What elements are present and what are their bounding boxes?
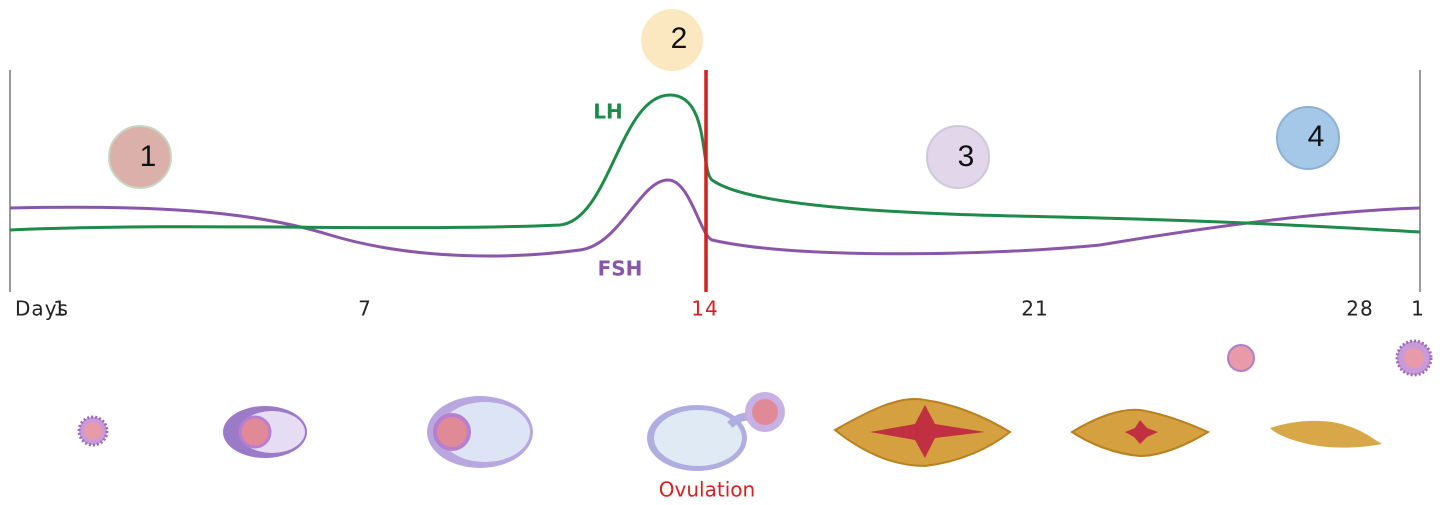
day-tick: 14	[691, 297, 718, 321]
follicle-stages	[79, 341, 1431, 471]
diagram: LH FSH 1 2 3 4 Days 1 7 14 21 28 1 Ovula…	[0, 0, 1445, 505]
day-tick: 1	[53, 297, 67, 321]
day-tick: 28	[1346, 297, 1373, 321]
day-tick: 21	[1021, 297, 1048, 321]
marker-label: 1	[140, 140, 157, 173]
marker-label: 4	[1308, 120, 1325, 153]
event-label: Ovulation	[659, 478, 755, 502]
fsh-curve	[10, 180, 1420, 256]
day-tick: 7	[358, 297, 372, 321]
lh-curve	[10, 95, 1420, 232]
marker-label: 2	[671, 22, 688, 55]
marker-label: 3	[958, 140, 975, 173]
day-tick: 1	[1411, 297, 1425, 321]
fsh-label: FSH	[598, 257, 643, 281]
lh-label: LH	[593, 100, 622, 124]
